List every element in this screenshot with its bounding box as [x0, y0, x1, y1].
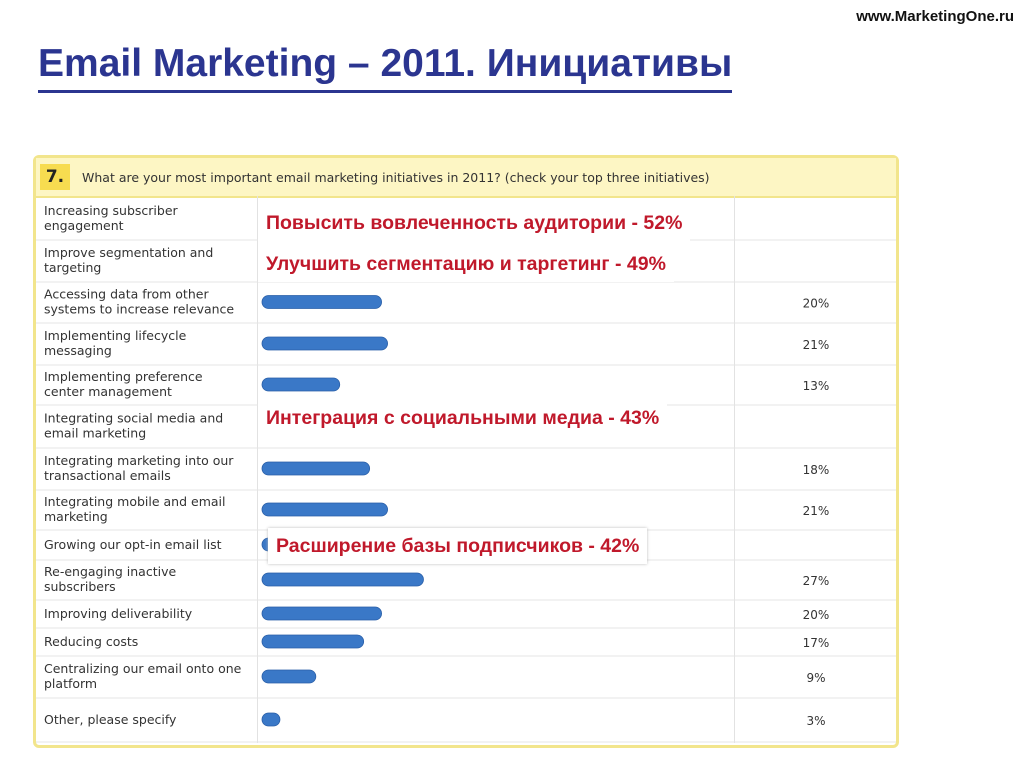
category-label: Centralizing our email onto one platform [44, 661, 242, 691]
value-label: 20% [803, 297, 830, 311]
category-label: Implementing lifecycle messaging [44, 328, 187, 358]
value-label: 27% [803, 574, 830, 588]
callout-social-media: Интеграция с социальными медиа - 43% [258, 400, 668, 436]
category-label: Re-engaging inactive subscribers [44, 564, 176, 594]
value-label: 21% [803, 338, 830, 352]
category-label: Integrating mobile and email marketing [44, 494, 225, 524]
category-label: Improving deliverability [44, 606, 193, 621]
category-label: Other, please specify [44, 712, 177, 727]
category-label: Increasing subscriber engagement [44, 203, 179, 233]
category-label: Implementing preference center management [44, 369, 203, 399]
bar [261, 461, 371, 476]
callout-engagement: Повысить вовлеченность аудитории - 52% [258, 205, 691, 241]
value-label: 18% [803, 463, 830, 477]
category-label: Integrating marketing into our transactio… [44, 453, 234, 483]
value-label: 3% [806, 714, 825, 728]
category-label: Reducing costs [44, 634, 138, 649]
bar [261, 336, 388, 351]
category-label: Accessing data from other systems to incr… [44, 287, 234, 317]
callout-segmentation: Улучшить сегментацию и таргетинг - 49% [258, 246, 674, 282]
value-label: 17% [803, 636, 830, 650]
bar [261, 377, 341, 392]
callout-optin: Расширение базы подписчиков - 42% [268, 528, 648, 564]
value-label: 9% [806, 671, 825, 685]
value-label: 20% [803, 608, 830, 622]
bar [261, 295, 382, 309]
bar [261, 606, 382, 621]
value-label: 13% [803, 379, 830, 393]
category-label: Growing our opt-in email list [44, 537, 222, 552]
question-number: 7. [40, 164, 70, 190]
site-url: www.MarketingOne.ru [856, 8, 1014, 25]
question-text: What are your most important email marke… [82, 170, 710, 185]
bar [261, 712, 281, 727]
bar [261, 634, 365, 649]
category-label: Improve segmentation and targeting [44, 245, 213, 275]
category-label: Integrating social media and email market… [44, 411, 223, 441]
column-divider-right [734, 196, 735, 743]
question-header: 7. What are your most important email ma… [36, 158, 896, 198]
bar [261, 502, 388, 517]
value-label: 21% [803, 504, 830, 518]
column-divider-left [257, 196, 258, 743]
bar [261, 669, 317, 684]
bar [261, 572, 424, 587]
page-title: Email Marketing – 2011. Инициативы [38, 40, 733, 93]
